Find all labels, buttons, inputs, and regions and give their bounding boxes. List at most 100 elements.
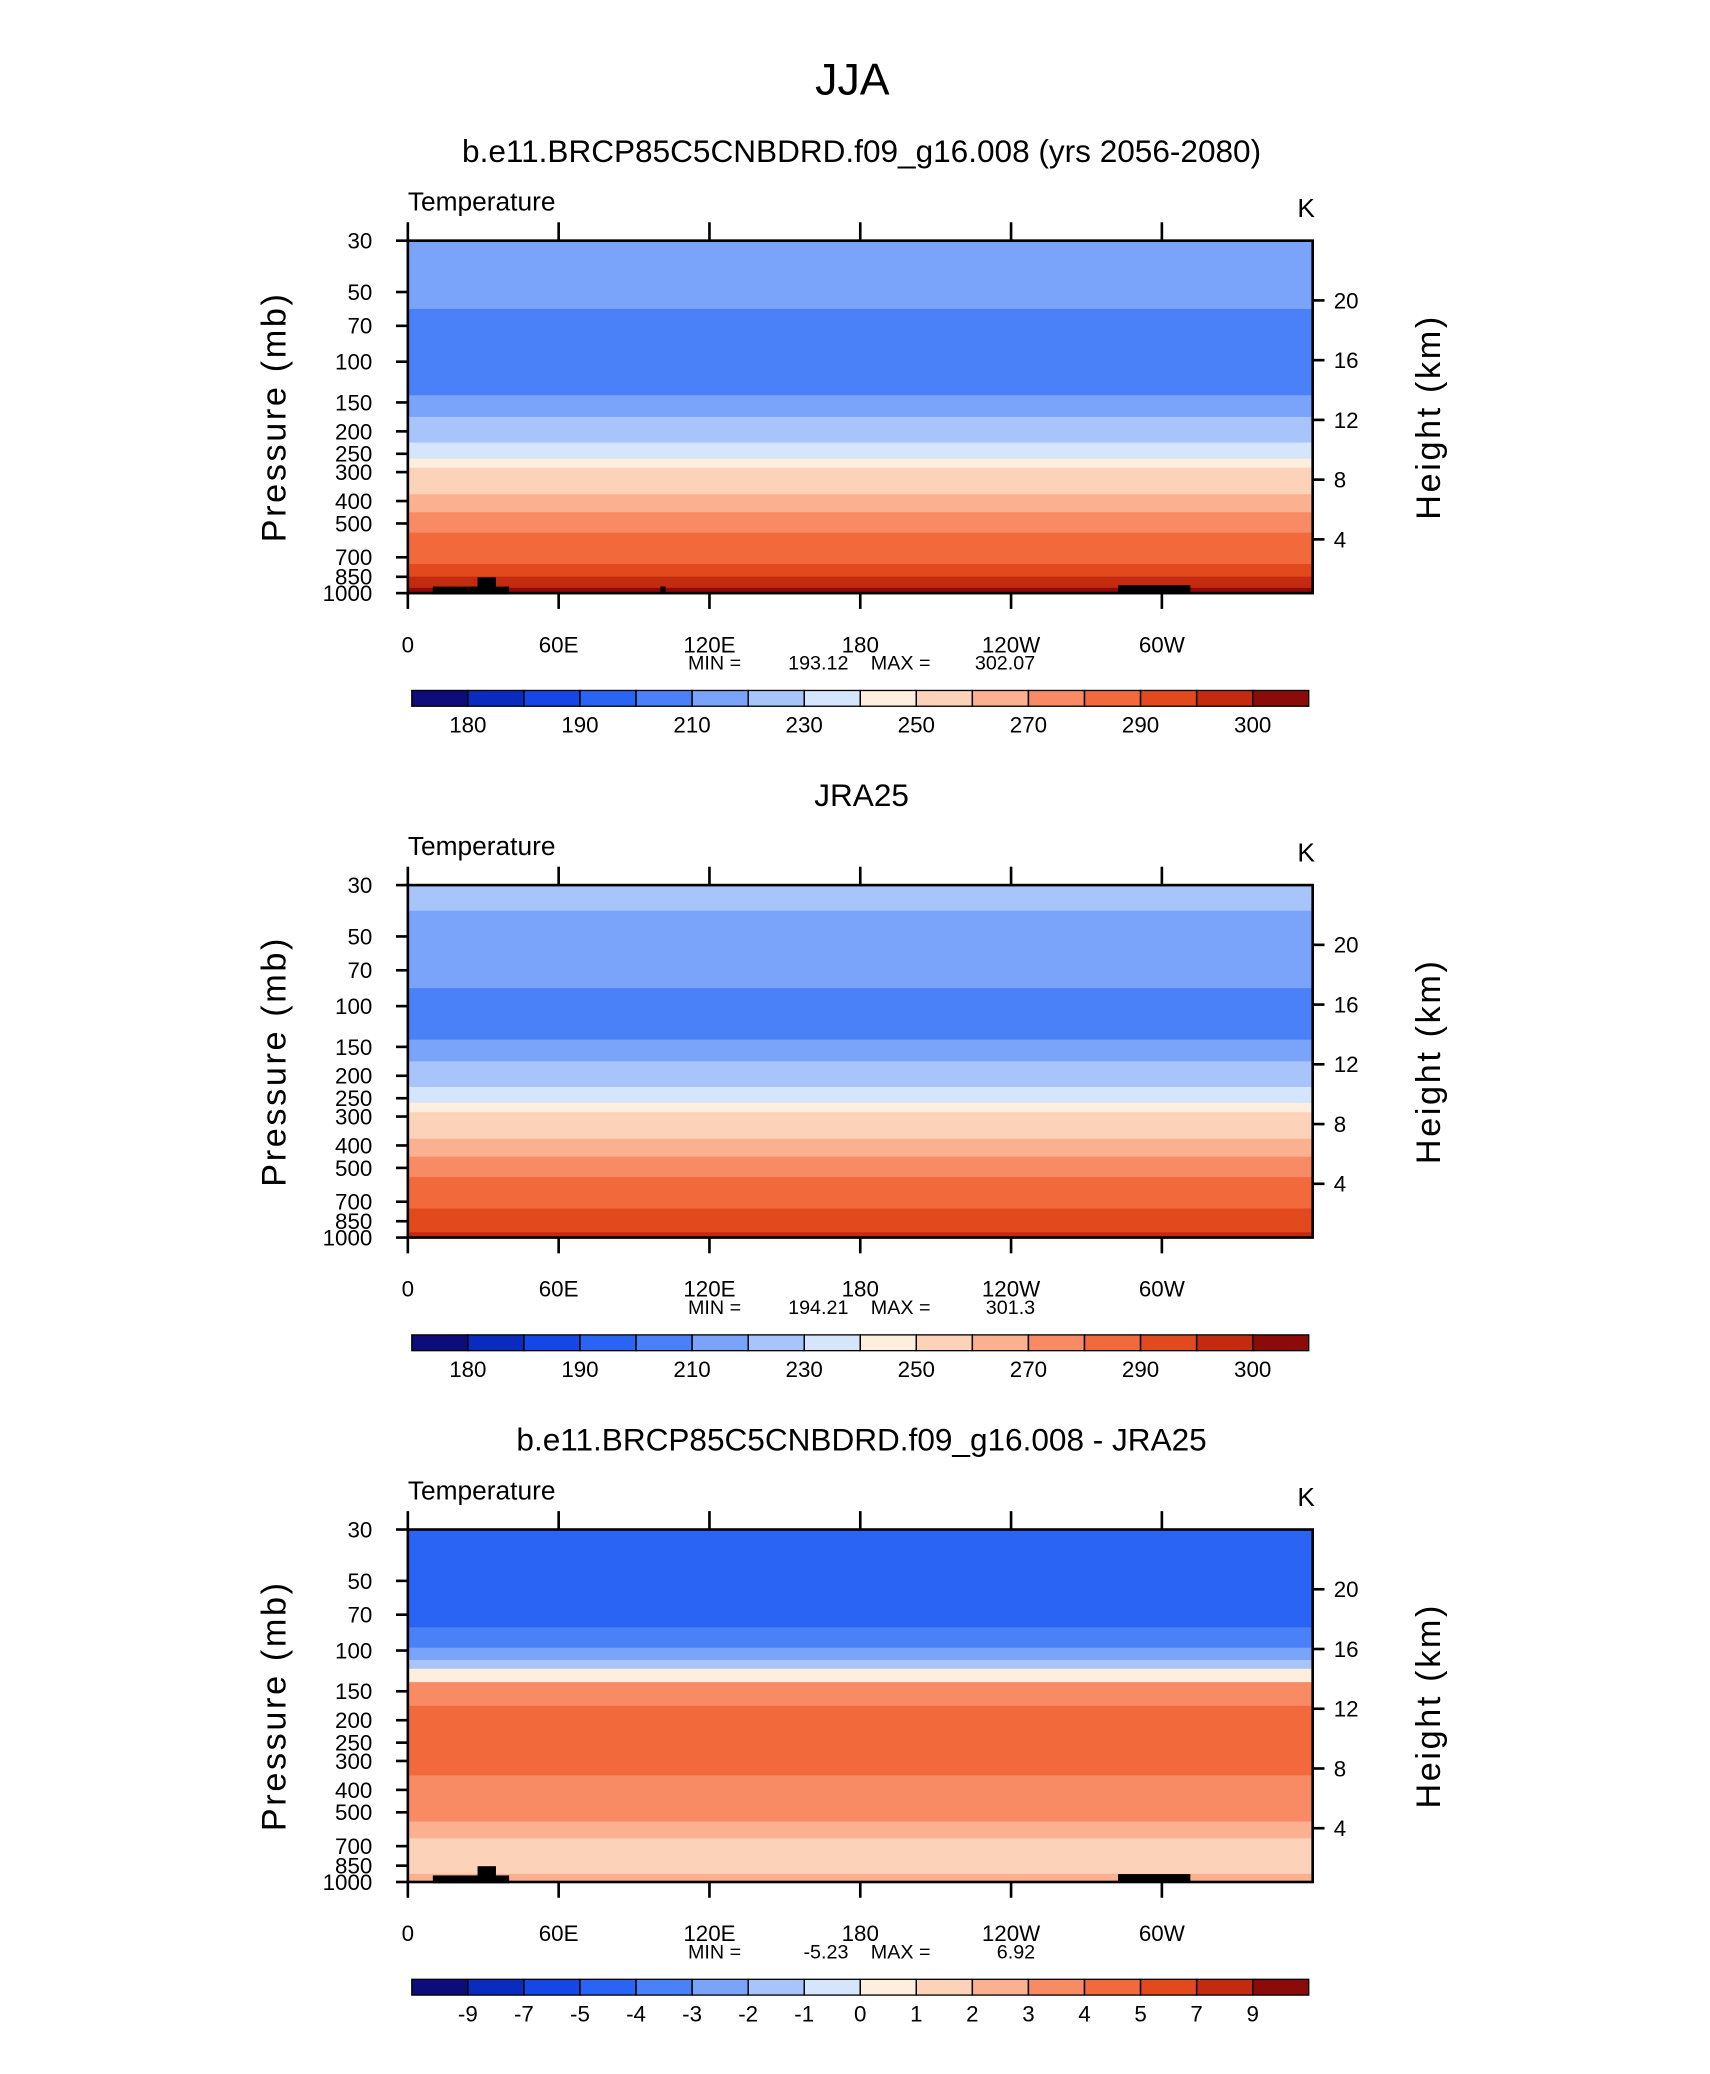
x-tick-label: 60W <box>1139 632 1186 657</box>
topography <box>1118 585 1191 594</box>
panel-title: JRA25 <box>814 777 909 813</box>
contour-band <box>407 532 1313 551</box>
contour-band <box>407 442 1313 460</box>
colorbar-label: 4 <box>1078 2001 1090 2026</box>
y-tick-label: 300 <box>335 1749 372 1774</box>
contour-band <box>407 1039 1313 1062</box>
colorbar-box <box>859 1978 917 1996</box>
y2-tick-label: 4 <box>1334 527 1346 552</box>
colorbar-box <box>1195 689 1254 707</box>
topography <box>432 1875 510 1884</box>
y-tick-label: 1000 <box>323 581 373 606</box>
y-tick-label: 700 <box>335 1834 372 1859</box>
units-label: K <box>1297 1482 1315 1512</box>
colorbar-box <box>915 1978 974 1996</box>
figure-title: JJA <box>815 56 890 105</box>
colorbar-label: -3 <box>682 2001 702 2026</box>
y2-tick-label: 16 <box>1334 992 1359 1017</box>
contour-band <box>407 1627 1313 1649</box>
y2-tick-label: 20 <box>1334 288 1359 313</box>
max-value: 301.3 <box>986 1297 1035 1319</box>
y-tick-label: 400 <box>335 489 372 514</box>
y-tick-label: 30 <box>347 1517 372 1542</box>
contour-band <box>407 240 1313 268</box>
colorbar-box <box>1139 689 1198 707</box>
colorbar-box <box>747 1978 805 1996</box>
y-tick-label: 50 <box>347 924 372 949</box>
units-label: K <box>1297 837 1315 867</box>
colorbar-box <box>915 689 974 707</box>
colorbar-label: 230 <box>786 713 823 738</box>
topography <box>432 586 510 595</box>
colorbar-box <box>971 689 1030 707</box>
colorbar-label: -4 <box>626 2001 646 2026</box>
y2-axis-title: Height (km) <box>1410 1603 1448 1809</box>
panel-label: Temperature <box>408 1475 556 1505</box>
y-tick-label: 100 <box>335 994 372 1019</box>
colorbar-label: 290 <box>1122 1357 1159 1382</box>
topography <box>660 586 666 594</box>
x-tick-label: 120W <box>982 1277 1041 1302</box>
y2-tick-label: 12 <box>1334 408 1359 433</box>
x-tick-label: 180 <box>842 1921 879 1946</box>
y-tick-label: 50 <box>347 280 372 305</box>
colorbar-label: 290 <box>1122 713 1159 738</box>
colorbar-label: -7 <box>514 2001 534 2026</box>
contour-band <box>407 479 1313 495</box>
colorbar-box <box>691 1334 749 1352</box>
units-label: K <box>1297 193 1315 223</box>
topography-layer <box>432 577 1191 1884</box>
colorbar-box <box>859 1334 917 1352</box>
colorbar-box <box>691 1978 749 1996</box>
contour-band <box>407 1668 1313 1683</box>
colorbar-label: 1 <box>910 2001 922 2026</box>
colorbar-box <box>467 1334 525 1352</box>
colorbar-label: 270 <box>1010 713 1047 738</box>
y2-tick-label: 12 <box>1334 1697 1359 1722</box>
panel-title: b.e11.BRCP85C5CNBDRD.f09_g16.008 (yrs 20… <box>462 133 1261 169</box>
x-tick-label: 120E <box>683 632 735 657</box>
y-tick-label: 250 <box>335 1731 372 1756</box>
y-tick-label: 70 <box>347 314 372 339</box>
colorbar-box <box>691 689 749 707</box>
colorbar-box <box>579 689 637 707</box>
colorbar-box <box>579 1978 637 1996</box>
min-label: MIN = <box>688 652 741 674</box>
y-tick-label: 500 <box>335 1156 372 1181</box>
colorbar-box <box>1139 1334 1198 1352</box>
contour-band <box>407 587 1313 594</box>
colorbar-box <box>1027 1978 1086 1996</box>
y2-axis-title: Height (km) <box>1410 959 1448 1165</box>
x-tick-label: 60W <box>1139 1277 1186 1302</box>
topography <box>1118 1874 1191 1882</box>
y-tick-label: 150 <box>335 1679 372 1704</box>
contour-band <box>407 910 1313 955</box>
y2-tick-label: 16 <box>1334 1637 1359 1662</box>
contour-band <box>407 1682 1313 1707</box>
y-tick-label: 200 <box>335 1064 372 1089</box>
colorbar-box <box>467 689 525 707</box>
x-tick-label: 0 <box>402 632 414 657</box>
colorbar-label: 180 <box>449 713 486 738</box>
contour-band <box>407 1838 1313 1857</box>
contour-band <box>407 1103 1313 1113</box>
colorbar-box <box>803 1978 861 1996</box>
y-tick-label: 30 <box>347 229 372 254</box>
colorbar-box <box>579 1334 637 1352</box>
contour-band <box>407 1529 1313 1556</box>
colorbar-label: 230 <box>786 1357 823 1382</box>
colorbar-label: 3 <box>1022 2001 1034 2026</box>
contour-band <box>407 1221 1313 1233</box>
x-tick-label: 120E <box>683 1921 735 1946</box>
min-label: MIN = <box>688 1941 741 1963</box>
y-tick-label: 70 <box>347 958 372 983</box>
colorbar-label: -5 <box>570 2001 590 2026</box>
colorbar-label: 190 <box>561 1357 598 1382</box>
colorbar-label: 180 <box>449 1357 486 1382</box>
y-tick-label: 150 <box>335 1035 372 1060</box>
y-tick-label: 700 <box>335 545 372 570</box>
contour-band <box>407 1208 1313 1222</box>
min-label: MIN = <box>688 1297 741 1319</box>
y2-tick-label: 4 <box>1334 1816 1346 1841</box>
